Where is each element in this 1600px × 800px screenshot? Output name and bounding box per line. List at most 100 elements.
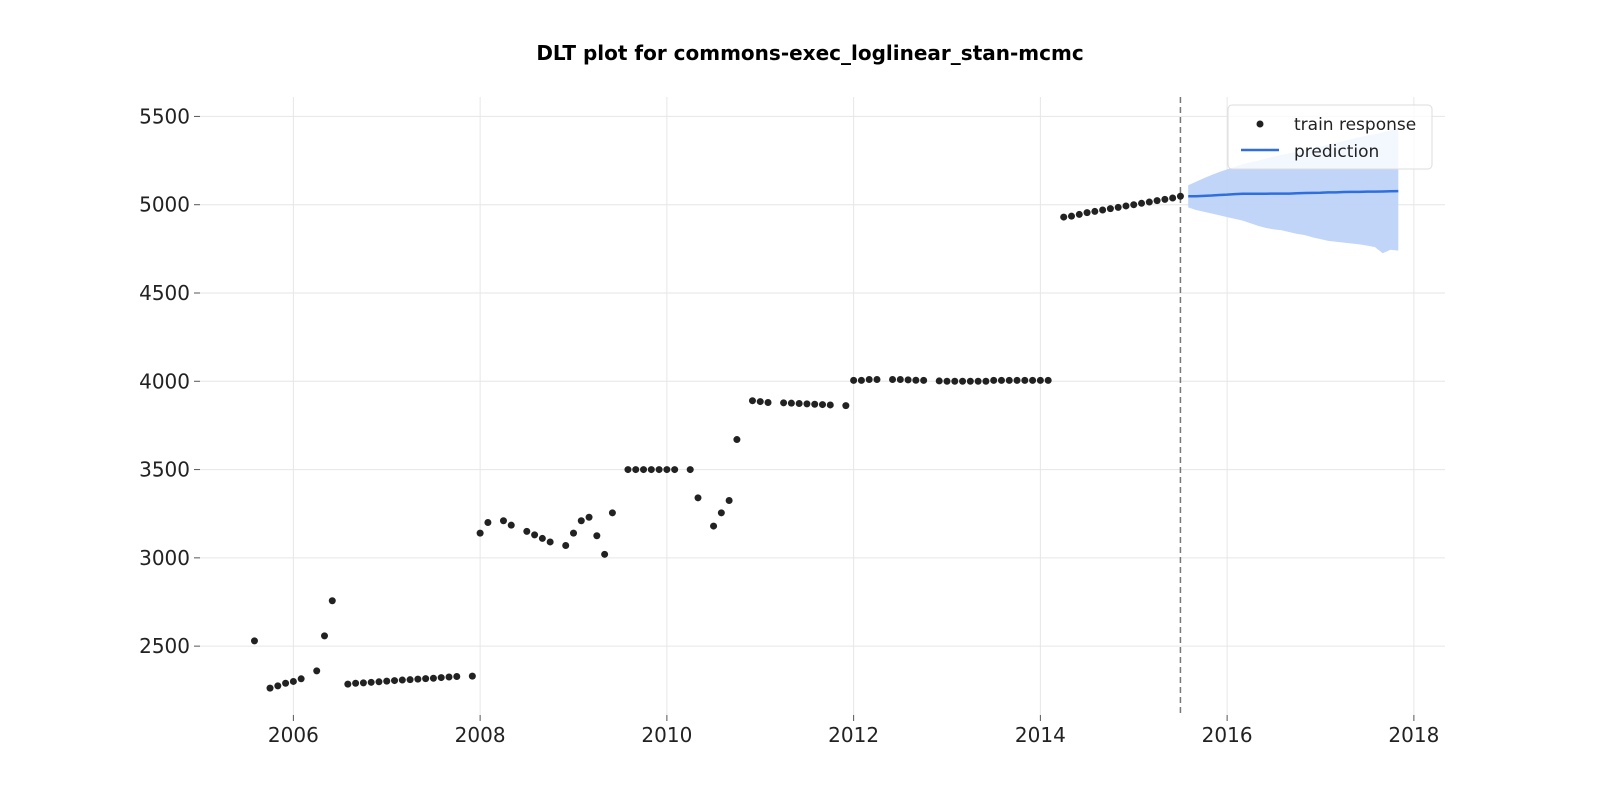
train-response-point (896, 376, 904, 384)
train-response-point (632, 466, 640, 474)
train-response-point (951, 377, 959, 385)
train-response-points (250, 192, 1184, 692)
train-response-point (352, 679, 360, 687)
legend-train-marker (1256, 120, 1264, 128)
train-response-point (250, 637, 258, 645)
train-response-point (391, 677, 399, 685)
train-response-point (990, 376, 998, 384)
x-tick-label: 2018 (1388, 723, 1439, 747)
train-response-point (935, 377, 943, 385)
train-response-point (725, 496, 733, 504)
train-response-point (811, 400, 819, 408)
train-response-point (640, 466, 648, 474)
train-response-point (468, 672, 476, 680)
train-response-point (966, 377, 974, 385)
train-response-point (367, 678, 375, 686)
train-response-point (1036, 376, 1044, 384)
train-response-point (406, 676, 414, 684)
train-response-point (857, 376, 865, 384)
train-response-point (1060, 213, 1068, 221)
train-response-point (437, 674, 445, 682)
x-tick-label: 2016 (1202, 723, 1253, 747)
train-response-point (414, 675, 422, 683)
train-response-point (538, 534, 546, 542)
train-response-point (422, 675, 430, 683)
train-response-point (717, 509, 725, 517)
train-response-point (266, 684, 274, 692)
x-tick-label: 2010 (641, 723, 692, 747)
x-axis: 2006 2008 2010 2012 2014 2016 2018 (268, 715, 1439, 747)
train-response-point (764, 398, 772, 406)
train-response-point (842, 402, 850, 410)
train-response-point (904, 376, 912, 384)
train-response-point (819, 401, 826, 409)
train-response-point (982, 377, 990, 385)
train-response-point (1099, 206, 1107, 214)
chart-title: DLT plot for commons-exec_loglinear_stan… (536, 41, 1083, 65)
train-response-point (523, 527, 531, 535)
train-response-point (531, 531, 539, 539)
train-response-point (733, 436, 741, 444)
train-response-point (624, 466, 632, 474)
train-response-point (1005, 376, 1013, 384)
prediction-line-group (1188, 189, 1399, 198)
train-response-point (655, 466, 663, 474)
train-response-point (912, 376, 920, 384)
train-response-point (1161, 195, 1169, 203)
train-response-point (429, 674, 437, 682)
train-response-point (756, 398, 764, 406)
train-response-point (499, 517, 507, 525)
train-response-point (647, 466, 655, 474)
train-response-point (694, 494, 702, 502)
y-axis: 2500 3000 3500 4000 4500 5000 5500 (139, 104, 200, 658)
train-response-point (710, 522, 718, 530)
legend: train response prediction (1227, 104, 1433, 170)
train-response-point (289, 677, 297, 685)
train-response-point (1091, 207, 1099, 215)
train-response-point (321, 632, 328, 640)
train-response-point (383, 677, 391, 685)
train-response-point (865, 376, 873, 384)
train-response-point (1130, 201, 1138, 209)
train-response-point (663, 466, 671, 474)
train-response-point (1013, 376, 1021, 384)
train-response-point (1145, 198, 1153, 206)
legend-train-label: train response (1294, 115, 1416, 135)
x-tick-label: 2014 (1015, 723, 1066, 747)
train-response-point (889, 376, 897, 384)
y-tick-label: 3500 (139, 458, 190, 482)
train-response-point (1169, 194, 1177, 202)
train-response-point (787, 399, 795, 407)
x-tick-label: 2008 (455, 723, 506, 747)
train-response-point (671, 466, 679, 474)
train-response-point (873, 376, 881, 384)
train-response-point (1122, 202, 1130, 210)
train-response-point (803, 400, 811, 408)
y-tick-label: 4000 (139, 369, 190, 393)
train-response-point (570, 529, 577, 537)
train-response-point (608, 509, 616, 517)
train-response-point (1083, 209, 1091, 217)
train-response-point (1176, 192, 1184, 200)
train-response-point (359, 679, 367, 687)
train-response-point (546, 538, 554, 546)
train-response-point (328, 597, 336, 605)
train-response-point (593, 532, 601, 540)
train-response-point (1138, 199, 1146, 207)
y-tick-label: 2500 (139, 634, 190, 658)
train-response-point (826, 401, 834, 409)
train-response-point (850, 376, 858, 384)
train-response-point (686, 466, 694, 474)
y-tick-label: 4500 (139, 281, 190, 305)
train-response-point (484, 519, 492, 527)
train-response-point (974, 377, 982, 385)
train-response-point (1153, 197, 1161, 205)
train-response-point (959, 377, 967, 385)
y-tick-label: 5500 (139, 104, 190, 128)
train-response-point (313, 667, 321, 675)
train-response-point (577, 517, 585, 525)
train-response-point (780, 399, 788, 407)
train-response-point (920, 376, 928, 384)
train-response-point (1044, 376, 1052, 384)
train-response-point (943, 377, 951, 385)
